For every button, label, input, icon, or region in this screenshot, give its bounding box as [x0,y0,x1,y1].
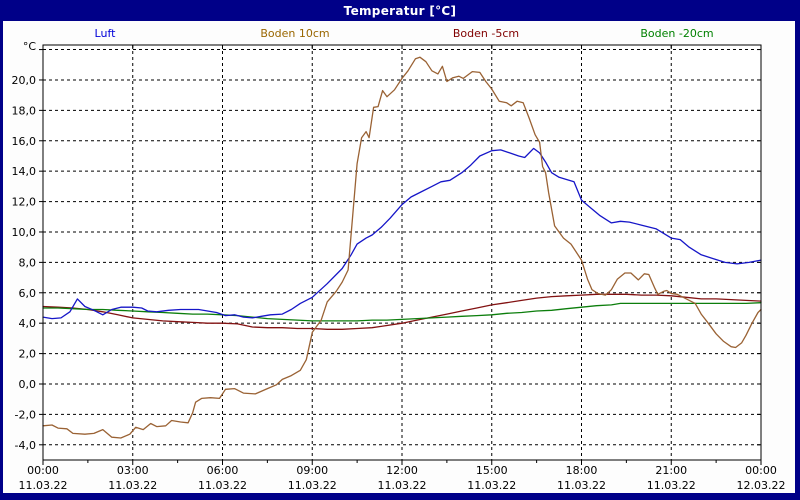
svg-text:8,0: 8,0 [19,256,37,269]
svg-text:11.03.22: 11.03.22 [19,479,68,492]
svg-text:°C: °C [23,40,37,53]
svg-text:4,0: 4,0 [19,317,37,330]
svg-text:0,0: 0,0 [19,378,37,391]
svg-text:10,0: 10,0 [12,226,37,239]
chart-panel: Luft Boden 10cm Boden -5cm Boden -20cm 2… [3,21,795,493]
temperature-line-chart: 20,0 18,0 16,0 14,0 12,0 10,0 8,0 6,0 4,0 2,0 0,0 -… [12,40,786,492]
svg-text:11.03.22: 11.03.22 [198,479,247,492]
svg-text:16,0: 16,0 [12,135,37,148]
legend-item-boden-minus20cm: Boden -20cm [640,27,714,40]
svg-text:06:00: 06:00 [207,464,239,477]
svg-text:-2,0: -2,0 [15,408,36,421]
svg-text:18,0: 18,0 [12,104,37,117]
svg-text:18:00: 18:00 [566,464,598,477]
svg-text:12,0: 12,0 [12,196,37,209]
svg-text:2,0: 2,0 [19,348,37,361]
legend-item-luft: Luft [94,27,116,40]
svg-text:11.03.22: 11.03.22 [647,479,696,492]
svg-text:03:00: 03:00 [117,464,149,477]
svg-text:12.03.22: 12.03.22 [737,479,786,492]
window-title: Temperatur [°C] [343,3,457,18]
svg-text:09:00: 09:00 [296,464,328,477]
svg-text:20,0: 20,0 [12,74,37,87]
legend-item-boden-minus5cm: Boden -5cm [452,27,520,40]
chart-legend: Luft Boden 10cm Boden -5cm Boden -20cm [3,21,795,41]
svg-text:15:00: 15:00 [476,464,508,477]
svg-text:00:00: 00:00 [745,464,777,477]
legend-item-boden-10cm: Boden 10cm [260,27,330,40]
window-title-bar: Temperatur [°C] [0,0,800,21]
svg-text:-4,0: -4,0 [15,439,36,452]
svg-text:00:00: 00:00 [27,464,59,477]
svg-text:12:00: 12:00 [386,464,418,477]
svg-text:6,0: 6,0 [19,287,37,300]
svg-text:11.03.22: 11.03.22 [108,479,157,492]
svg-text:11.03.22: 11.03.22 [378,479,427,492]
svg-text:11.03.22: 11.03.22 [467,479,516,492]
svg-text:21:00: 21:00 [655,464,687,477]
svg-text:14,0: 14,0 [12,165,37,178]
svg-text:11.03.22: 11.03.22 [288,479,337,492]
svg-text:11.03.22: 11.03.22 [557,479,606,492]
